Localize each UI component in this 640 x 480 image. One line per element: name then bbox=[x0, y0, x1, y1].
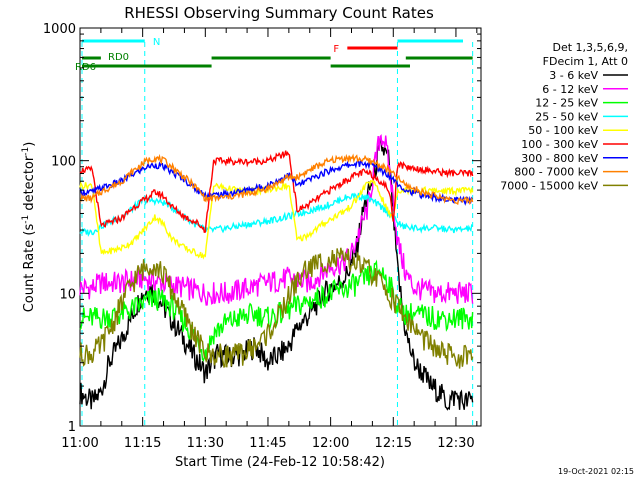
x-tick-label: 11:15 bbox=[124, 436, 161, 451]
legend-label: 6 - 12 keV bbox=[542, 83, 598, 96]
y-tick-label: 1000 bbox=[43, 22, 76, 37]
state-bar-label: N bbox=[153, 37, 160, 48]
x-tick-label: 12:15 bbox=[375, 436, 412, 451]
plot-area: N F RD0 RD6 bbox=[75, 27, 482, 427]
data-series bbox=[79, 133, 474, 411]
state-bar-label: F bbox=[333, 44, 339, 55]
y-tick-label: 100 bbox=[51, 155, 76, 170]
legend: Det 1,3,5,6,9, FDecim 1, Att 0 3 - 6 keV… bbox=[500, 41, 628, 192]
y-axis-label-end: ) bbox=[22, 142, 37, 147]
series-line bbox=[79, 136, 474, 411]
y-axis-label-sup1: -1 bbox=[21, 215, 31, 224]
state-bar-label: RD6 bbox=[75, 62, 96, 73]
x-axis-label: Start Time (24-Feb-12 10:58:42) bbox=[175, 455, 385, 470]
series-line bbox=[79, 247, 474, 369]
y-axis-label-base: Count Rate (s bbox=[22, 224, 37, 313]
series-line bbox=[79, 133, 474, 306]
y-axis: 1 10 100 1000 bbox=[43, 22, 481, 435]
legend-label: 25 - 50 keV bbox=[535, 110, 598, 123]
y-axis-label-mid: detector bbox=[22, 155, 37, 215]
y-axis-label-sup2: -1 bbox=[21, 147, 31, 156]
legend-label: 7000 - 15000 keV bbox=[500, 179, 598, 192]
timestamp: 19-Oct-2021 02:15 bbox=[558, 467, 634, 476]
legend-label: 100 - 300 keV bbox=[521, 138, 598, 151]
state-bars: N F RD0 RD6 bbox=[75, 37, 473, 73]
x-tick-label: 11:45 bbox=[249, 436, 286, 451]
legend-label: 3 - 6 keV bbox=[549, 69, 598, 82]
x-tick-label: 11:30 bbox=[187, 436, 224, 451]
legend-label: 50 - 100 keV bbox=[528, 124, 598, 137]
legend-header-line-2: FDecim 1, Att 0 bbox=[543, 55, 628, 68]
x-tick-label: 12:00 bbox=[312, 436, 349, 451]
x-tick-label: 12:30 bbox=[437, 436, 474, 451]
x-axis: 11:00 11:15 11:30 11:45 12:00 12:15 12:30 bbox=[61, 28, 478, 451]
y-tick-label: 1 bbox=[68, 420, 76, 435]
series-line bbox=[79, 192, 474, 237]
series-line bbox=[79, 153, 474, 206]
y-axis-label: Count Rate (s-1 detector-1) bbox=[21, 142, 37, 313]
state-bar-label: RD0 bbox=[108, 52, 129, 63]
x-tick-label: 11:00 bbox=[61, 436, 98, 451]
legend-label: 300 - 800 keV bbox=[521, 152, 598, 165]
series-line bbox=[79, 150, 474, 234]
plot-frame bbox=[79, 27, 482, 427]
legend-header-line-1: Det 1,3,5,6,9, bbox=[552, 41, 628, 54]
y-tick-label: 10 bbox=[59, 287, 76, 302]
chart-title: RHESSI Observing Summary Count Rates bbox=[124, 4, 434, 22]
series-line bbox=[79, 159, 474, 206]
legend-label: 12 - 25 keV bbox=[535, 97, 598, 110]
legend-label: 800 - 7000 keV bbox=[514, 166, 598, 179]
